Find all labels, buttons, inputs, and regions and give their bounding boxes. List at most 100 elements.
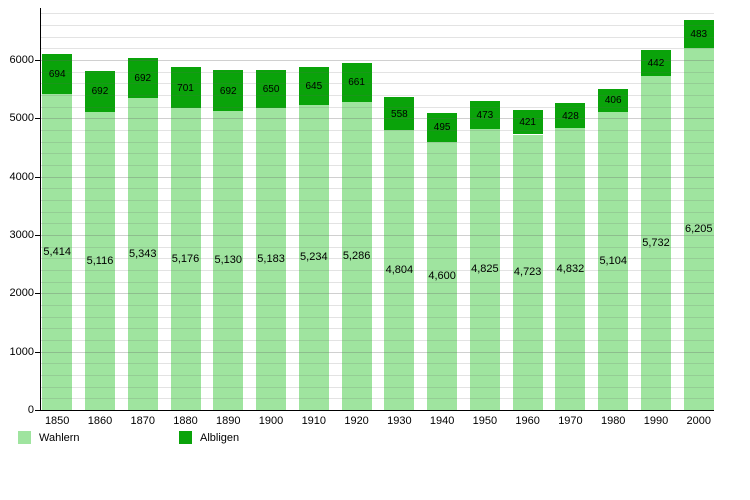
wahlern-value-label: 5,286 — [342, 249, 371, 262]
wahlern-legend-swatch — [18, 431, 31, 444]
albligen-bar-segment — [170, 67, 201, 109]
wahlern-value-label: 5,183 — [257, 252, 285, 265]
wahlern-bar-segment — [298, 104, 329, 410]
x-axis-label: 1940 — [429, 415, 455, 427]
x-axis-label: 1910 — [301, 415, 327, 427]
x-axis-label: 1920 — [344, 415, 369, 427]
wahlern-bar-segment — [512, 134, 543, 410]
albligen-bar-segment — [683, 19, 714, 49]
x-axis-label: 1870 — [130, 415, 155, 427]
y-axis-tick — [35, 410, 40, 411]
albligen-legend-swatch — [179, 431, 192, 444]
albligen-bar-segment — [598, 88, 629, 113]
albligen-value-label: 692 — [219, 85, 237, 97]
x-axis-label: 1950 — [472, 415, 498, 427]
wahlern-value-label: 5,116 — [86, 254, 114, 267]
x-axis-label: 1970 — [558, 415, 583, 427]
y-axis-label: 3000 — [9, 229, 34, 241]
x-axis-label: 1960 — [515, 415, 540, 427]
wahlern-value-label: 6,205 — [684, 223, 713, 236]
wahlern-bar-segment — [384, 129, 415, 410]
y-axis-label: 2000 — [9, 287, 34, 300]
x-axis-line — [40, 410, 714, 411]
y-axis-label: 4000 — [9, 170, 34, 183]
wahlern-value-label: 5,104 — [599, 255, 627, 268]
albligen-value-label: 473 — [476, 109, 494, 121]
albligen-value-label: 558 — [391, 108, 408, 120]
gridline — [40, 25, 714, 27]
wahlern-bar-segment — [84, 111, 115, 410]
gridline — [40, 13, 714, 15]
albligen-bar-segment — [84, 71, 115, 112]
y-axis-label: 5000 — [9, 112, 34, 125]
x-axis-label: 1900 — [258, 415, 284, 427]
wahlern-bar-segment — [127, 98, 158, 410]
wahlern-bar-segment — [427, 141, 458, 410]
wahlern-value-label: 5,732 — [642, 236, 670, 249]
x-axis-label: 1880 — [173, 415, 198, 427]
y-axis-tick — [35, 235, 40, 236]
wahlern-bar-segment — [640, 75, 671, 410]
chart-legend: Wahlern Albligen — [0, 430, 750, 448]
albligen-value-label: 483 — [690, 28, 708, 40]
albligen-bar-segment — [298, 67, 329, 105]
wahlern-bar-segment — [256, 107, 287, 410]
albligen-value-label: 645 — [305, 80, 323, 92]
albligen-bar-segment — [127, 57, 158, 99]
wahlern-value-label: 5,130 — [214, 254, 243, 267]
wahlern-value-label: 5,234 — [300, 251, 328, 264]
albligen-bar-segment — [384, 97, 415, 130]
wahlern-value-label: 5,414 — [43, 246, 71, 259]
wahlern-bar-segment — [42, 94, 73, 410]
y-axis-tick — [35, 351, 40, 353]
albligen-value-label: 495 — [433, 122, 451, 134]
albligen-value-label: 406 — [604, 95, 622, 107]
albligen-bar-segment — [469, 100, 500, 129]
y-axis-tick — [35, 176, 40, 178]
albligen-bar-segment — [640, 49, 671, 76]
wahlern-bar-segment — [598, 112, 629, 410]
wahlern-bar-segment — [341, 101, 372, 410]
albligen-value-label: 692 — [91, 86, 109, 98]
wahlern-bar-segment — [683, 48, 714, 410]
legend-item-wahlern: Wahlern — [18, 430, 80, 445]
albligen-value-label: 701 — [177, 82, 194, 94]
albligen-bar-segment — [555, 103, 586, 129]
x-axis-label: 1990 — [643, 415, 669, 427]
y-axis-tick — [35, 60, 40, 62]
y-axis-tick — [35, 293, 40, 295]
x-axis-label: 2000 — [686, 415, 711, 427]
wahlern-bar-segment — [170, 108, 201, 410]
wahlern-value-label: 4,825 — [471, 263, 499, 276]
albligen-value-label: 442 — [647, 57, 665, 69]
albligen-bar-segment — [427, 112, 458, 142]
y-axis-line — [40, 8, 41, 411]
x-axis-label: 1980 — [600, 415, 626, 427]
legend-item-albligen: Albligen — [179, 430, 239, 445]
wahlern-value-label: 4,832 — [556, 263, 585, 276]
wahlern-value-label: 4,723 — [513, 266, 542, 279]
albligen-value-label: 661 — [348, 77, 365, 89]
wahlern-value-label: 5,176 — [171, 253, 200, 266]
albligen-legend-label: Albligen — [200, 431, 240, 444]
wahlern-bar-segment — [469, 128, 500, 410]
wahlern-value-label: 5,343 — [128, 248, 157, 261]
albligen-value-label: 694 — [48, 68, 66, 80]
y-axis-label: 1000 — [9, 345, 34, 358]
x-axis-label: 1860 — [87, 415, 113, 427]
albligen-value-label: 650 — [262, 83, 280, 95]
gridline — [40, 48, 714, 50]
albligen-bar-segment — [42, 53, 73, 95]
y-axis-tick — [35, 118, 40, 120]
wahlern-value-label: 4,600 — [428, 269, 456, 282]
albligen-bar-segment — [512, 109, 543, 135]
albligen-value-label: 421 — [519, 117, 536, 129]
albligen-bar-segment — [213, 70, 244, 111]
wahlern-legend-label: Wahlern — [39, 431, 80, 444]
x-axis-label: 1890 — [216, 415, 241, 427]
wahlern-bar-segment — [555, 128, 586, 410]
y-axis-label: 6000 — [9, 54, 34, 67]
x-axis-label: 1850 — [44, 415, 70, 427]
wahlern-value-label: 4,804 — [385, 263, 414, 276]
